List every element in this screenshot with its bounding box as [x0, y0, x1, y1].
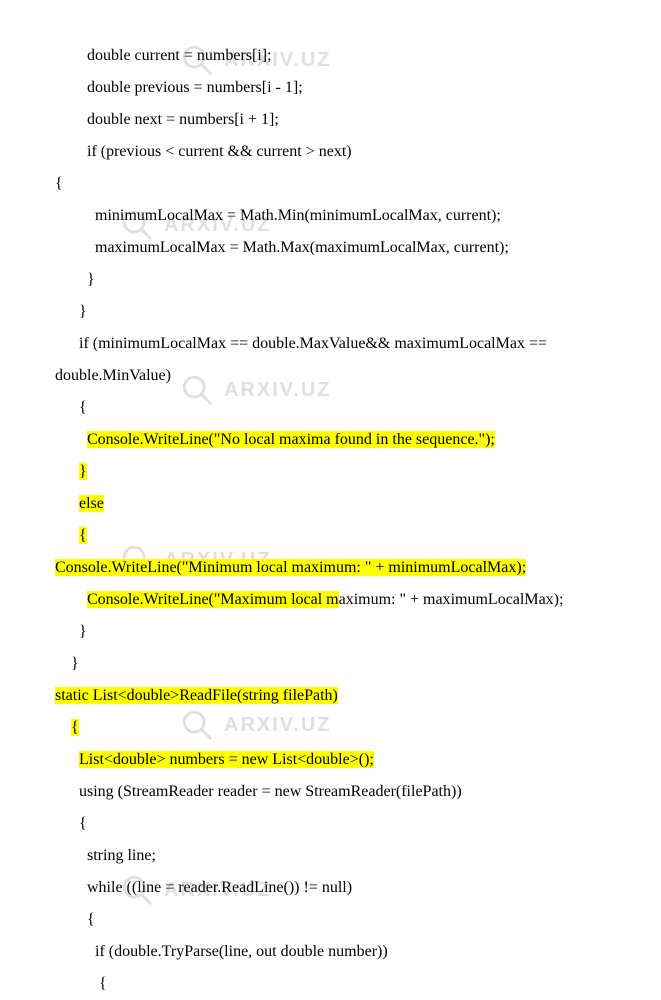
- code-line: string line;: [55, 840, 591, 872]
- code-line: }: [55, 616, 591, 648]
- code-line: {: [55, 392, 591, 424]
- code-text: }: [79, 303, 87, 320]
- code-line: {: [55, 904, 591, 936]
- code-line: {: [55, 968, 591, 1000]
- code-line: double previous = numbers[i - 1];: [55, 72, 591, 104]
- code-line: maximumLocalMax = Math.Max(maximumLocalM…: [55, 232, 591, 264]
- code-line: {: [55, 712, 591, 744]
- code-text: if (minimumLocalMax == double.MaxValue&&…: [79, 335, 547, 352]
- code-line: using (StreamReader reader = new StreamR…: [55, 776, 591, 808]
- code-line: while ((line = reader.ReadLine()) != nul…: [55, 872, 591, 904]
- code-text: aximum: " + maximumLocalMax);: [339, 591, 564, 608]
- code-line: }: [55, 648, 591, 680]
- code-line: if (minimumLocalMax == double.MaxValue&&…: [55, 328, 591, 360]
- code-text: double current = numbers[i];: [87, 47, 272, 64]
- code-line: }: [55, 456, 591, 488]
- code-text: Console.WriteLine("Maximum local m: [87, 591, 339, 608]
- code-text: {: [95, 975, 107, 992]
- code-text: if (double.TryParse(line, out double num…: [95, 943, 388, 960]
- code-line: {: [55, 808, 591, 840]
- code-text: {: [71, 719, 79, 736]
- code-document-body: double current = numbers[i]; double previ…: [55, 40, 591, 1000]
- code-text: maximumLocalMax = Math.Max(maximumLocalM…: [95, 239, 509, 256]
- code-line: }: [55, 296, 591, 328]
- code-text: minimumLocalMax = Math.Min(minimumLocalM…: [95, 207, 501, 224]
- code-text: {: [79, 815, 87, 832]
- code-line: minimumLocalMax = Math.Min(minimumLocalM…: [55, 200, 591, 232]
- code-text: }: [79, 463, 87, 480]
- code-text: while ((line = reader.ReadLine()) != nul…: [87, 879, 352, 896]
- code-text: {: [87, 911, 95, 928]
- code-text: {: [79, 399, 87, 416]
- code-text: using (StreamReader reader = new StreamR…: [79, 783, 462, 800]
- code-line: List<double> numbers = new List<double>(…: [55, 744, 591, 776]
- code-line: }: [55, 264, 591, 296]
- code-line: double current = numbers[i];: [55, 40, 591, 72]
- code-line: if (previous < current && current > next…: [55, 136, 591, 168]
- code-text: string line;: [87, 847, 156, 864]
- code-line: {: [55, 520, 591, 552]
- code-text: static List<double>ReadFile(string fileP…: [55, 687, 338, 704]
- code-line: double.MinValue): [55, 360, 591, 392]
- code-text: List<double> numbers = new List<double>(…: [79, 751, 374, 768]
- code-text: double.MinValue): [55, 367, 171, 384]
- code-line: double next = numbers[i + 1];: [55, 104, 591, 136]
- code-text: double next = numbers[i + 1];: [87, 111, 279, 128]
- code-text: Console.WriteLine("No local maxima found…: [87, 431, 495, 448]
- code-text: else: [79, 495, 104, 512]
- code-line: {: [55, 168, 591, 200]
- code-line: else: [55, 488, 591, 520]
- code-text: double previous = numbers[i - 1];: [87, 79, 303, 96]
- code-text: }: [87, 271, 95, 288]
- code-line: static List<double>ReadFile(string fileP…: [55, 680, 591, 712]
- code-line: Console.WriteLine("Minimum local maximum…: [55, 552, 591, 584]
- code-text: {: [55, 175, 63, 192]
- code-text: }: [71, 655, 79, 672]
- code-text: Console.WriteLine("Minimum local maximum…: [55, 559, 526, 576]
- code-line: Console.WriteLine("Maximum local maximum…: [55, 584, 591, 616]
- code-text: {: [79, 527, 87, 544]
- code-line: if (double.TryParse(line, out double num…: [55, 936, 591, 968]
- code-text: }: [79, 623, 87, 640]
- code-line: Console.WriteLine("No local maxima found…: [55, 424, 591, 456]
- code-text: if (previous < current && current > next…: [87, 143, 352, 160]
